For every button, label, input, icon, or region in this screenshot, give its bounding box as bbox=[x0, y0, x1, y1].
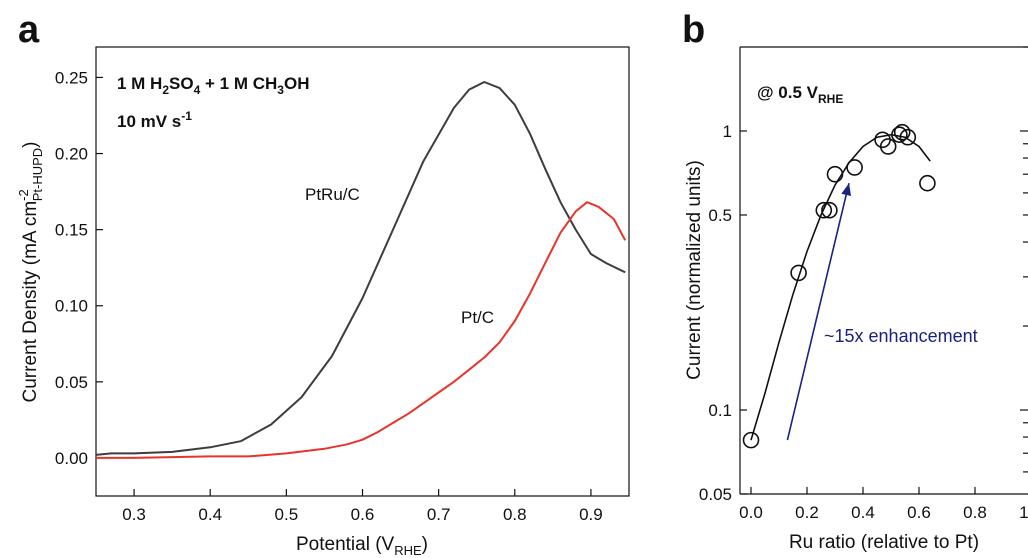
panel-b-y-tick-label: 1 bbox=[723, 122, 732, 141]
fit-curve bbox=[750, 133, 931, 441]
panel-a-y-tick-label: 0.15 bbox=[55, 221, 88, 240]
enhancement-annotation: ~15x enhancement bbox=[824, 326, 978, 346]
panel-b-x-tick-label: 0.0 bbox=[739, 503, 763, 522]
panel-b-x-tick-label: 0.2 bbox=[795, 503, 819, 522]
panel-b-letter: b bbox=[682, 9, 705, 51]
panel-b-y-axis-title: Current (normalized units) bbox=[684, 160, 705, 380]
ptru-curve bbox=[95, 81, 626, 456]
data-point bbox=[893, 123, 911, 141]
pt-curve bbox=[96, 201, 627, 459]
panel-b-arrow bbox=[786, 183, 852, 441]
data-point bbox=[919, 174, 936, 192]
panel-a-x-tick-label: 0.8 bbox=[503, 505, 527, 524]
data-point bbox=[891, 126, 908, 143]
data-point bbox=[879, 138, 897, 155]
panel-b-fit bbox=[750, 133, 931, 441]
panel-a-y-ticks: 0.00 0.05 0.10 0.15 0.20 0.25 bbox=[55, 68, 103, 468]
panel-a-x-tick-label: 0.4 bbox=[198, 505, 222, 524]
panel-b-x-ticks: 0.0 0.2 0.4 0.6 0.8 1.0 bbox=[739, 487, 1028, 522]
panel-a-y-tick-label: 0.10 bbox=[55, 297, 88, 316]
panel-a-y-axis-title: Current Density (mA cm-2Pt-HUPD) bbox=[16, 142, 45, 403]
panel-a-y-tick-label: 0.05 bbox=[55, 373, 88, 392]
panel-a-x-axis-title: Potential (VRHE) bbox=[296, 534, 428, 558]
data-point bbox=[846, 159, 863, 176]
panel-b-y-ticks: 0.05 0.1 0.5 1 bbox=[699, 122, 747, 504]
panel-b-x-tick-label: 0.6 bbox=[907, 503, 931, 522]
panel-a: a 0.3 0.4 0.5 0.6 0.7 0.8 0.9 0.00 0.05 0.10 0.15… bbox=[16, 9, 630, 558]
data-point bbox=[742, 431, 760, 449]
panel-b-right-minor-ticks bbox=[1020, 46, 1028, 473]
panel-a-series bbox=[95, 81, 627, 459]
panel-a-y-tick-label: 0.20 bbox=[55, 145, 88, 164]
panel-a-y-tick-label: 0.00 bbox=[55, 449, 88, 468]
panel-a-x-tick-label: 0.6 bbox=[351, 505, 375, 524]
data-point bbox=[821, 201, 838, 219]
panel-b-x-tick-label: 0.8 bbox=[963, 503, 987, 522]
panel-a-x-ticks: 0.3 0.4 0.5 0.6 0.7 0.8 0.9 bbox=[122, 489, 603, 524]
panel-a-condition-electrolyte: 1 M H2SO4 + 1 M CH3OH bbox=[117, 74, 309, 97]
panel-a-x-tick-label: 0.7 bbox=[427, 505, 451, 524]
panel-a-x-tick-label: 0.3 bbox=[122, 505, 146, 524]
panel-a-y-tick-label: 0.25 bbox=[55, 68, 88, 87]
data-point bbox=[826, 165, 844, 183]
enhancement-arrow-head bbox=[841, 183, 852, 197]
panel-a-condition-scan-rate: 10 mV s-1 bbox=[117, 109, 192, 131]
panel-a-x-tick-label: 0.5 bbox=[275, 505, 299, 524]
panel-b: b 0.0 0.2 0.4 0.6 0.8 1.0 0.05 0.1 0.5 1 @ 0.5 V… bbox=[682, 9, 1028, 553]
pt-label: Pt/C bbox=[461, 308, 494, 327]
panel-a-letter: a bbox=[18, 9, 40, 51]
panel-b-y-tick-label: 0.5 bbox=[708, 206, 732, 225]
data-point bbox=[899, 128, 917, 146]
panel-b-points bbox=[742, 123, 936, 449]
panel-b-x-axis-title: Ru ratio (relative to Pt) bbox=[789, 532, 979, 553]
panel-b-y-tick-label: 0.1 bbox=[708, 401, 732, 420]
panel-a-x-tick-label: 0.9 bbox=[579, 505, 603, 524]
panel-b-condition: @ 0.5 VRHE bbox=[757, 83, 843, 106]
panel-b-y-tick-label: 0.05 bbox=[699, 485, 732, 504]
panel-b-x-tick-label: 0.4 bbox=[851, 503, 875, 522]
data-point bbox=[815, 201, 833, 219]
panel-b-x-tick-label: 1.0 bbox=[1019, 503, 1028, 522]
ptru-label: PtRu/C bbox=[305, 185, 360, 204]
data-point bbox=[790, 264, 807, 282]
enhancement-arrow-shaft bbox=[786, 183, 850, 441]
